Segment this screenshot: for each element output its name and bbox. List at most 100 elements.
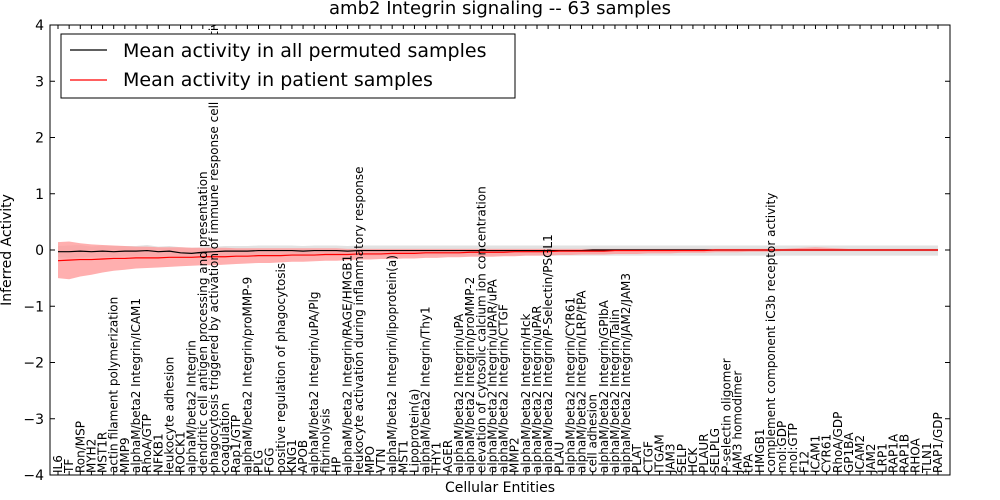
category-label: alphaM/beta2 Integrin/proMMP-9	[240, 277, 254, 473]
category-label: alphaM/beta2 Integrin/GPIbA	[597, 299, 611, 473]
category-label: mol:GTP	[786, 423, 800, 473]
category-label: alphaM/beta2 Integrin/uPA/Plg	[307, 292, 321, 473]
category-label: leukocyte adhesion	[162, 357, 176, 473]
y-axis-label: Inferred Activity	[0, 194, 15, 306]
category-label: mol:GDP	[775, 421, 789, 473]
category-label: MMP2	[508, 437, 522, 473]
category-label: PLAUR	[697, 433, 711, 473]
category-label: Ron/MSP	[73, 421, 87, 473]
category-label: alphaM/beta2 Integrin/uPAR/uPA	[485, 278, 499, 473]
category-label: IL6	[51, 455, 65, 473]
category-label: ROCK1	[174, 431, 188, 473]
category-label: TLN1	[920, 442, 934, 474]
category-label: alphaM/beta2 Integrin/ICAM1	[129, 298, 143, 473]
category-label: Lipoprotein(a)	[407, 389, 421, 473]
category-label: ITGAM	[653, 434, 667, 473]
y-tick-label: −1	[23, 299, 44, 315]
category-label: tPA	[742, 453, 756, 473]
category-label: KNG1	[285, 439, 299, 473]
line-series-1	[57, 249, 938, 262]
y-tick-label: −4	[23, 468, 44, 484]
category-label: HP	[329, 457, 343, 473]
category-label: fibrinolysis	[318, 408, 332, 473]
category-label: ICAM1	[808, 435, 822, 473]
category-label: RhoA/GDP	[831, 412, 845, 473]
category-label: GP1BA	[842, 432, 856, 473]
chart-title: amb2 Integrin signaling -- 63 samples	[329, 0, 671, 19]
category-label: NFKB1	[151, 433, 165, 473]
category-label: JAM2	[864, 443, 878, 474]
category-label: HCK	[686, 447, 700, 473]
category-label: alphaM/beta2 Integrin/LRP/tPA	[575, 290, 589, 473]
category-label: RAP1B	[898, 434, 912, 473]
category-label: cell adhesion	[586, 394, 600, 473]
category-label: alphaM/beta2 Integrin/Hck	[519, 313, 533, 473]
category-label: HMGB1	[753, 428, 767, 473]
category-label: alphaM/beta2 Integrin/CTGF	[497, 304, 511, 473]
category-label: complement component iC3b receptor activ…	[764, 193, 778, 473]
legend: Mean activity in all permuted samples Me…	[60, 33, 516, 99]
category-label: alphaM/beta2 Integrin/JAM2/JAM3	[619, 273, 633, 473]
category-label: P-selectin oligomer	[719, 358, 733, 473]
legend-label-patient: Mean activity in patient samples	[123, 69, 433, 91]
category-label: Rap1/GTP	[229, 415, 243, 473]
category-label: RAP1/GDP	[931, 412, 945, 473]
category-label: alphaM/beta2 Integrin/RAGE/HMGB1	[341, 255, 355, 473]
category-label: RAP1A	[886, 433, 900, 473]
category-label: PLAT	[630, 444, 644, 473]
category-label: alphaM/beta2 Integrin/uPAR	[530, 305, 544, 473]
category-label: dendritic cell antigen processing and pr…	[196, 171, 210, 473]
category-label: alphaM/beta2 Integrin/P-Selectin/PSGL1	[541, 234, 555, 473]
category-label: F12	[797, 451, 811, 473]
category-label: VTN	[374, 448, 388, 473]
category-label: LRP1	[875, 443, 889, 473]
category-label: THY1	[430, 442, 444, 474]
y-tick-label: 0	[35, 243, 44, 259]
y-tick-label: 1	[35, 187, 44, 203]
category-label: MMP9	[118, 437, 132, 473]
category-label: MYH2	[84, 439, 98, 473]
legend-box	[60, 33, 516, 99]
category-label: APOB	[296, 440, 310, 473]
category-label: leukocyte activation during inflammatory…	[352, 166, 366, 473]
legend-label-permuted: Mean activity in all permuted samples	[123, 40, 486, 62]
category-label: RhoA/GTP	[140, 414, 154, 473]
category-label: RHOA	[909, 437, 923, 473]
x-axis-ticks	[57, 25, 939, 475]
category-label: AGER	[441, 440, 455, 473]
category-label: JAM3	[664, 443, 678, 474]
category-label: alphaM/beta2 Integrin/Thy1	[419, 306, 433, 473]
y-tick-label: −3	[23, 412, 44, 428]
category-label: alphaM/beta2 Integrin/lipoprotein(a)	[385, 255, 399, 473]
category-label: PLAU	[552, 442, 566, 473]
category-label: MPO	[363, 446, 377, 473]
y-axis-ticks: −4 −3 −2 −1 0 1 2 3 4	[23, 18, 950, 484]
y-tick-label: 4	[35, 18, 44, 34]
category-label: elevation of cytosolic calcium ion conce…	[474, 186, 488, 473]
category-label: FGG	[263, 448, 277, 474]
category-label: actin filament polymerization	[107, 297, 121, 473]
category-label: CTGF	[641, 441, 655, 473]
category-label: SELP	[675, 444, 689, 473]
x-axis-label: Cellular Entities	[445, 480, 555, 496]
series-lines	[57, 249, 938, 262]
category-label: positive regulation of phagocytosis	[274, 263, 288, 473]
y-tick-label: −2	[23, 356, 44, 372]
category-label: TF	[62, 459, 76, 474]
category-label: coagulation	[218, 403, 232, 473]
category-label: alphaM/beta2 Integrin	[185, 340, 199, 473]
category-label: JAM3 homodimer	[730, 371, 744, 474]
category-label: alphaM/beta2 Integrin/CYR61	[563, 297, 577, 473]
category-label: PLG	[252, 450, 266, 473]
category-label: SELPLG	[708, 428, 722, 473]
y-tick-label: 2	[35, 131, 44, 147]
category-label: alphaM/beta2 Integrin/proMMP-2	[463, 277, 477, 473]
category-label: alphaM/beta2 Integrin/uPA	[452, 313, 466, 473]
category-label: alphaM/beta2 Integrin/Talin	[608, 309, 622, 473]
category-label: CYR61	[820, 434, 834, 473]
y-tick-label: 3	[35, 74, 44, 90]
category-label: MST1	[396, 440, 410, 473]
category-label: phagocytosis triggered by activation of …	[207, 0, 221, 473]
